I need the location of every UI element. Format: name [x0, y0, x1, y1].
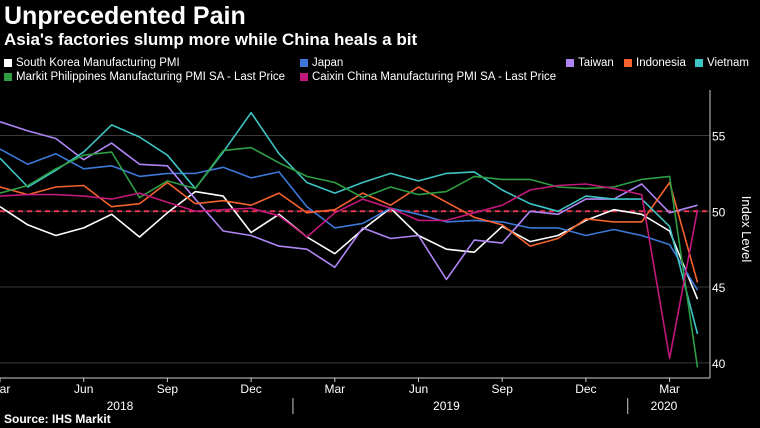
- legend-swatch-indonesia: [624, 59, 632, 67]
- series-line-1: [0, 148, 699, 291]
- x-tick-label-0: Mar: [0, 382, 10, 396]
- series-line-2: [0, 121, 698, 281]
- series-line-0: [0, 190, 699, 300]
- series-line-4: [0, 111, 699, 335]
- axis-labels: 40 45 50 55 Mar Jun Sep Dec Mar Jun Sep Dec Mar 2018 2…: [0, 129, 754, 413]
- x-tick-label-1: Jun: [74, 382, 93, 396]
- legend-swatch-china: [300, 73, 308, 81]
- series-line-3: [0, 181, 699, 283]
- series-lines: [0, 111, 699, 368]
- x-tick-label-3: Dec: [240, 382, 261, 396]
- chart-title: Unprecedented Pain: [4, 2, 246, 30]
- y-tick-label-40: 40: [712, 357, 726, 371]
- axes: [0, 90, 711, 414]
- legend-japan: Japan: [300, 57, 343, 69]
- legend-indonesia: Indonesia: [624, 57, 686, 69]
- legend-label-japan: Japan: [312, 57, 344, 69]
- year-label-2018: 2018: [107, 399, 134, 413]
- y-axis-label: Index Level: [739, 196, 754, 263]
- series-line-5: [0, 146, 699, 368]
- legend-swatch-philippines: [4, 73, 12, 81]
- legend-label-philippines: Markit Philippines Manufacturing PMI SA …: [16, 71, 286, 83]
- legend-taiwan: Taiwan: [566, 57, 614, 69]
- source-note: Source: IHS Markit: [4, 412, 111, 426]
- year-label-2019: 2019: [433, 399, 460, 413]
- y-tick-label-50: 50: [712, 205, 726, 219]
- legend-label-china: Caixin China Manufacturing PMI SA - Last…: [312, 71, 557, 83]
- legend-label-indonesia: Indonesia: [636, 57, 686, 69]
- x-tick-label-2: Sep: [157, 382, 179, 396]
- x-tick-label-6: Sep: [492, 382, 514, 396]
- legend-swatch-taiwan: [566, 59, 574, 67]
- year-label-2020: 2020: [651, 399, 678, 413]
- grid-lines: [0, 134, 710, 364]
- legend-swatch-south-korea: [4, 59, 12, 67]
- legend-label-taiwan: Taiwan: [578, 57, 614, 69]
- legend-vietnam: Vietnam: [695, 57, 749, 69]
- legend-china: Caixin China Manufacturing PMI SA - Last…: [300, 71, 556, 83]
- legend-philippines: Markit Philippines Manufacturing PMI SA …: [4, 71, 285, 83]
- y-tick-label-45: 45: [712, 281, 726, 295]
- chart-subtitle: Asia's factories slump more while China …: [4, 30, 418, 49]
- x-tick-label-7: Dec: [575, 382, 596, 396]
- series-line-6: [0, 183, 699, 360]
- legend-swatch-japan: [300, 59, 308, 67]
- legend-swatch-vietnam: [695, 59, 703, 67]
- x-tick-label-4: Mar: [324, 382, 345, 396]
- y-tick-label-55: 55: [712, 129, 726, 143]
- legend-south-korea: South Korea Manufacturing PMI: [4, 57, 180, 69]
- x-tick-label-8: Mar: [659, 382, 680, 396]
- legend-label-south-korea: South Korea Manufacturing PMI: [16, 57, 180, 69]
- x-tick-label-5: Jun: [409, 382, 428, 396]
- legend-label-vietnam: Vietnam: [707, 57, 749, 69]
